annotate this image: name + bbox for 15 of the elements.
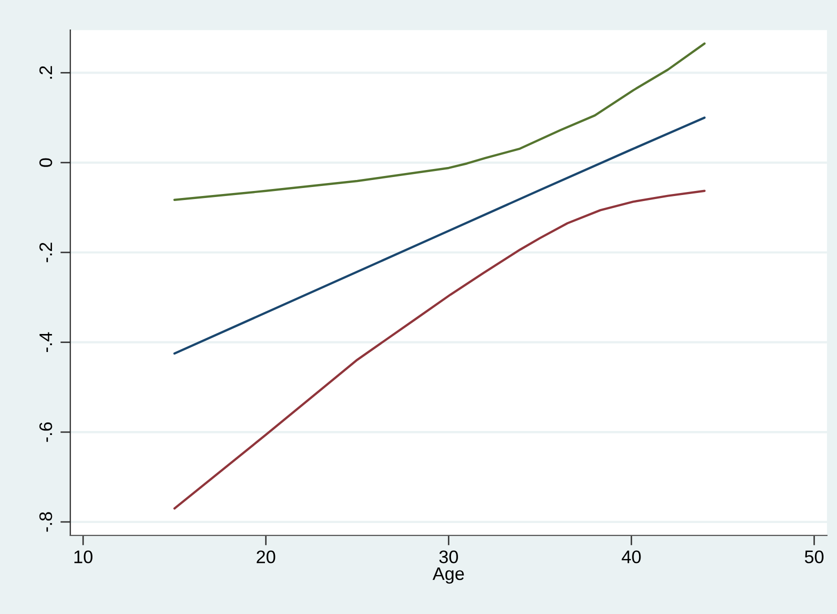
y-tick-label: -.8: [39, 512, 52, 532]
y-tick-label: .2: [39, 66, 52, 79]
line-series: [173, 42, 706, 201]
y-tick-label: -.2: [39, 242, 52, 262]
x-tick-label: 50: [804, 550, 824, 564]
y-tick-label: -.4: [40, 332, 52, 352]
line-series: [173, 190, 706, 510]
x-axis-title: Age: [432, 567, 464, 584]
line-series: [173, 116, 706, 355]
x-tick-label: 20: [256, 550, 276, 564]
x-tick-label: 10: [74, 550, 92, 564]
y-tick-label: -.6: [39, 422, 52, 442]
x-tick-label: 30: [439, 550, 458, 564]
x-tick-label: 40: [622, 550, 641, 564]
y-tick-label: 0: [39, 158, 52, 167]
